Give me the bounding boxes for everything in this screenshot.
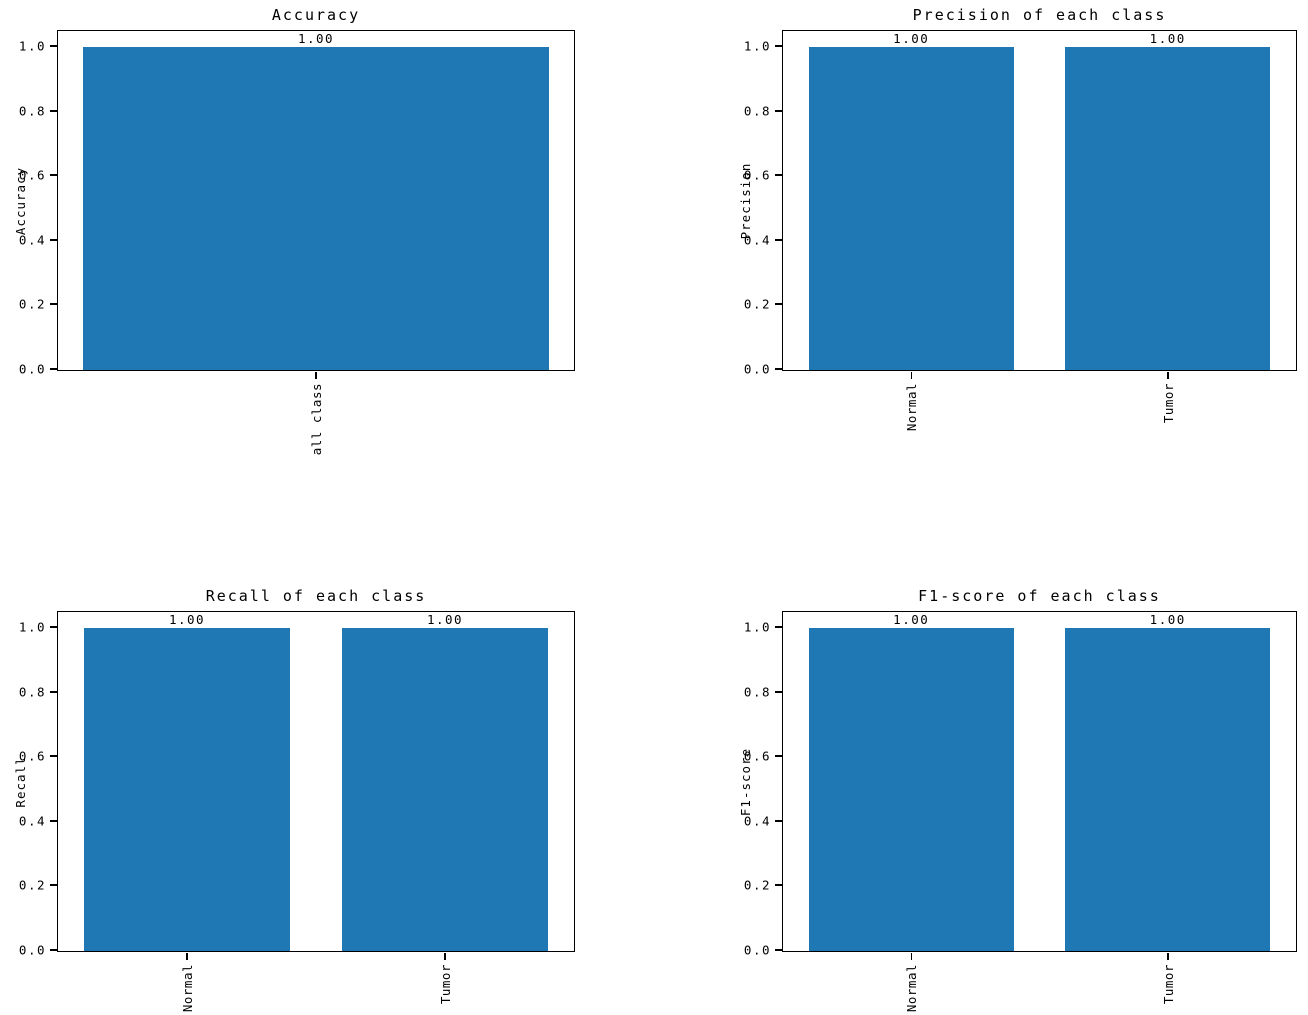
y-tick-label: 0.0: [743, 942, 771, 958]
y-tick-mark: [774, 174, 782, 176]
y-tick-mark: [49, 174, 57, 176]
y-tick-mark: [49, 110, 57, 112]
y-tick-label: 1.0: [18, 38, 46, 54]
x-tick-label: Tumor: [1160, 383, 1176, 424]
y-tick-label: 0.4: [743, 232, 771, 248]
bar-tumor: 1.00: [1065, 32, 1271, 370]
bar-all-class: 1.00: [82, 32, 550, 370]
bar-tumor: 1.00: [1065, 613, 1271, 951]
y-tick-label: 0.4: [18, 232, 46, 248]
y-tick-mark: [49, 626, 57, 628]
y-tick-label: 0.2: [743, 877, 771, 893]
y-tick-mark: [774, 239, 782, 241]
y-tick-mark: [49, 368, 57, 370]
bar-normal: 1.00: [808, 613, 1014, 951]
y-tick-label: 0.8: [18, 684, 46, 700]
x-tick-mark: [444, 952, 446, 960]
chart-title: Recall of each class: [205, 587, 427, 605]
x-tick-mark: [186, 952, 188, 960]
bar-value-label: 1.00: [1149, 31, 1186, 47]
chart-title: F1-score of each class: [918, 587, 1161, 605]
y-tick-label: 0.8: [743, 103, 771, 119]
x-tick-label: Tumor: [438, 964, 453, 1005]
bar-value-label: 1.00: [297, 31, 335, 47]
y-tick-label: 0.8: [743, 684, 771, 700]
y-tick-mark: [774, 691, 782, 693]
x-tick-label: Normal: [180, 964, 195, 1013]
x-tick-label: all class: [309, 383, 324, 456]
chart-title: Precision of each class: [912, 6, 1167, 24]
y-tick-label: 0.6: [18, 748, 46, 764]
y-tick-mark: [774, 45, 782, 47]
y-tick-label: 1.0: [743, 619, 771, 635]
bar-value-label: 1.00: [893, 31, 930, 47]
x-tick-mark: [1167, 952, 1169, 960]
y-tick-mark: [774, 820, 782, 822]
bar-value-label: 1.00: [1149, 612, 1186, 628]
bar-normal: 1.00: [83, 613, 291, 951]
x-tick-mark: [315, 371, 317, 379]
bar-value-label: 1.00: [893, 612, 930, 628]
subplot-precision: Precision of each class Precision 0.0 0.…: [738, 6, 1297, 431]
x-tick-label: Normal: [904, 383, 920, 432]
x-tick-label: Tumor: [1160, 964, 1176, 1005]
y-tick-label: 0.4: [18, 813, 46, 829]
y-axis-label: Recall: [13, 755, 28, 808]
y-tick-mark: [774, 884, 782, 886]
bar-value-label: 1.00: [426, 612, 464, 628]
y-tick-mark: [49, 884, 57, 886]
x-tick-mark: [910, 952, 912, 960]
x-tick-label: Normal: [904, 964, 920, 1013]
bar-value-label: 1.00: [168, 612, 206, 628]
y-tick-label: 0.0: [18, 361, 46, 377]
subplot-accuracy: Accuracy Accuracy 0.0 0.2 0.4 0.6 0.8 1.…: [13, 6, 575, 455]
y-tick-label: 0.2: [743, 296, 771, 312]
y-tick-mark: [49, 949, 57, 951]
y-tick-label: 0.2: [18, 877, 46, 893]
x-tick-mark: [1167, 371, 1169, 379]
y-tick-mark: [49, 303, 57, 305]
bar-tumor: 1.00: [341, 613, 549, 951]
y-tick-mark: [49, 691, 57, 693]
subplot-f1-score: F1-score of each class F1-score 0.0 0.2 …: [738, 587, 1297, 1012]
y-tick-mark: [774, 303, 782, 305]
y-tick-mark: [774, 755, 782, 757]
y-tick-mark: [49, 755, 57, 757]
y-tick-label: 0.4: [743, 813, 771, 829]
y-tick-label: 1.0: [743, 38, 771, 54]
y-tick-mark: [774, 626, 782, 628]
y-tick-label: 0.6: [18, 167, 46, 183]
subplot-recall: Recall of each class Recall 0.0 0.2 0.4 …: [13, 587, 575, 1012]
bar-normal: 1.00: [808, 32, 1014, 370]
y-tick-label: 0.0: [18, 942, 46, 958]
y-tick-mark: [774, 110, 782, 112]
x-tick-mark: [910, 371, 912, 379]
y-tick-mark: [49, 820, 57, 822]
y-tick-label: 0.6: [743, 748, 771, 764]
y-tick-label: 0.0: [743, 361, 771, 377]
y-tick-label: 0.2: [18, 296, 46, 312]
y-tick-label: 1.0: [18, 619, 46, 635]
y-tick-mark: [49, 45, 57, 47]
chart-title: Accuracy: [271, 6, 361, 24]
y-tick-mark: [49, 239, 57, 241]
y-tick-mark: [774, 949, 782, 951]
y-tick-mark: [774, 368, 782, 370]
y-tick-label: 0.6: [743, 167, 771, 183]
y-tick-label: 0.8: [18, 103, 46, 119]
